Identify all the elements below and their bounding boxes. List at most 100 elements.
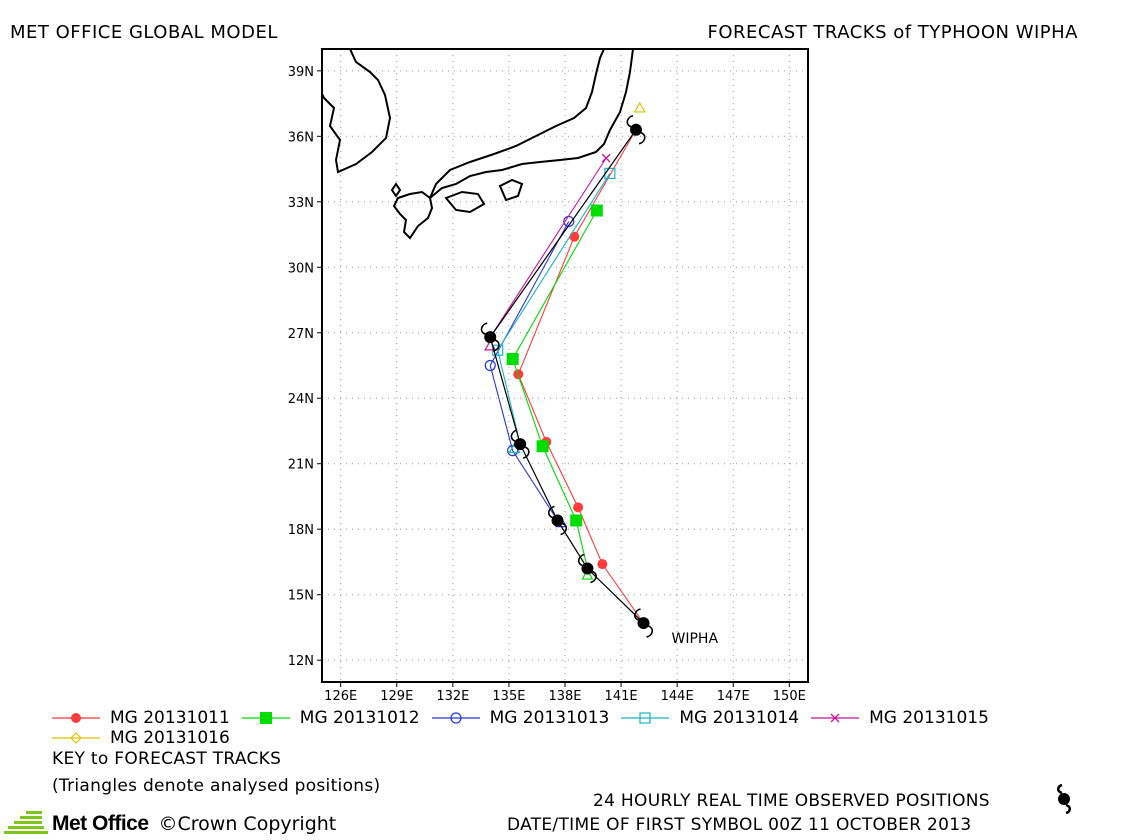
key-title: KEY to FORECAST TRACKS [52,749,282,769]
legend-row-2: MG 20131016 [50,728,240,748]
y-tick-label: 24N [288,392,314,407]
x-tick-label: 135E [492,689,525,704]
forecast-tracks [484,101,646,624]
x-tick-label: 129E [380,689,413,704]
typhoon-arm [510,429,518,442]
typhoon-symbol-icon [1057,784,1071,814]
track-point [506,352,519,365]
track-point [259,712,272,724]
track-point [570,514,583,527]
track-point [830,713,840,723]
y-tick-label: 27N [288,327,314,342]
forecast-track [489,153,611,338]
y-tick-label: 12N [288,654,314,669]
legend-item: MG 20131012 [240,708,420,728]
met-office-logo-text: Met Office [52,812,149,835]
typhoon-arm [522,446,530,459]
forecast-track [513,124,644,624]
legend-swatch [241,712,290,724]
typhoon-core [637,617,650,630]
legend-item: MG 20131015 [809,708,989,728]
typhoon-core [484,331,497,344]
datetime-note: DATE/TIME OF FIRST SYMBOL 00Z 11 OCTOBER… [507,815,972,835]
track-point [601,153,611,163]
analysed-position-triangle [581,568,594,580]
typhoon-arm [547,505,555,519]
x-tick-label: 144E [661,689,694,704]
observed-position-symbol [547,505,568,536]
typhoon-core [630,123,643,136]
legend-swatch [621,712,670,724]
legend-row-1: MG 20131011 MG 20131012 MG 20131013 MG 2013… [50,708,999,728]
typhoon-arm [638,132,646,145]
typhoon-arm [560,522,568,536]
x-tick-label: 132E [436,689,469,704]
observed-position-symbol [626,114,646,145]
legend-item: MG 20131013 [430,708,610,728]
observed-track-line [489,129,644,624]
axis-tick-labels: 126E 129E 132E 135E 138E 141E 144E 147E 150E 12N 1… [288,65,806,704]
y-tick-label: 21N [288,458,314,473]
typhoon-arm [577,553,585,567]
legend-item: MG 20131016 [50,728,230,748]
y-tick-label: 36N [288,130,314,145]
observed-positions-note: 24 HOURLY REAL TIME OBSERVED POSITIONS [593,791,990,811]
track-line [517,129,644,624]
track-point [484,359,496,372]
track-point [536,440,549,453]
track-point [71,713,81,723]
observed-position-symbol [510,429,530,459]
legend-label: MG 20131011 [110,708,230,728]
legend-label: MG 20131016 [110,728,230,748]
typhoon-core [581,562,594,575]
typhoon-core [551,514,564,527]
legend-label: MG 20131014 [679,708,800,728]
y-tick-label: 30N [288,261,314,276]
y-tick-label: 18N [288,523,314,538]
y-tick-label: 15N [288,589,314,604]
legend-label: MG 20131012 [299,708,420,728]
legend-label: MG 20131015 [869,708,989,728]
x-tick-label: 141E [605,689,638,704]
typhoon-arm [633,608,641,621]
track-line [497,173,611,445]
model-title: MET OFFICE GLOBAL MODEL [10,22,278,43]
observed-track [480,114,654,638]
legend-swatch [431,712,480,724]
x-tick-label: 147E [717,689,750,704]
triangles-note: (Triangles denote analysed positions) [52,776,381,796]
typhoon-arm [626,114,634,128]
x-tick-label: 150E [773,689,806,704]
track-point [590,204,603,217]
y-tick-label: 33N [288,196,314,211]
legend-swatch [52,713,100,723]
copyright-text: ©Crown Copyright [158,813,337,835]
observed-position-symbol [633,608,654,638]
track-point [597,559,608,570]
met-office-logo: Met Office ©Crown Copyright [4,811,336,837]
grid-lines [322,49,808,682]
legend-item: MG 20131014 [619,708,799,728]
storm-name-label: WIPHA [672,631,719,647]
legend-label: MG 20131013 [489,708,610,728]
track-point [70,732,82,744]
track-point [639,712,651,724]
observed-position-symbol [577,553,597,584]
x-tick-label: 138E [548,689,581,704]
x-tick-label: 126E [324,689,357,704]
plot-frame [321,48,809,683]
chart-title: FORECAST TRACKS of TYPHOON WIPHA [707,22,1078,43]
typhoon-core [514,438,527,451]
typhoon-arm [646,625,654,638]
track-point [449,712,462,724]
typhoon-arm [492,339,500,352]
analysed-position-triangle [633,101,646,113]
legend-item: MG 20131011 [50,708,230,728]
legend-swatch [52,732,100,744]
observed-position-symbol [480,322,500,352]
track-line [489,221,570,521]
legend-swatch [811,713,860,723]
typhoon-arm [480,322,488,335]
typhoon-arm [590,570,597,584]
